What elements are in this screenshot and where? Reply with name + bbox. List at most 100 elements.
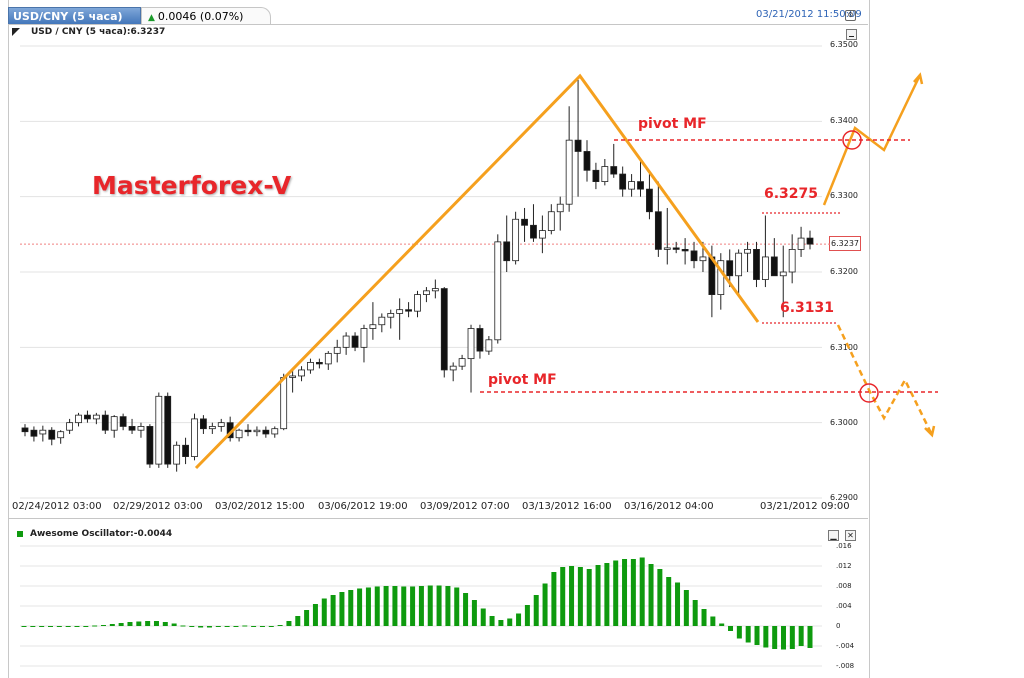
candle-body <box>369 324 377 329</box>
osc-bar <box>198 626 204 628</box>
candle-body <box>485 339 493 352</box>
candle-body <box>217 422 225 427</box>
osc-bar <box>595 565 601 626</box>
candle-body <box>538 230 546 239</box>
candle-body <box>753 248 760 280</box>
candle-body <box>512 218 520 262</box>
candle-body <box>21 427 29 433</box>
osc-bar <box>392 586 398 626</box>
x-tick-label: 03/16/2012 04:00 <box>624 501 714 512</box>
candle-body <box>565 139 573 205</box>
osc-bar <box>189 626 195 627</box>
osc-bar <box>498 620 504 626</box>
candle-body <box>744 248 751 254</box>
level-low-label: 6.3131 <box>780 300 835 316</box>
candle-body <box>521 218 528 226</box>
osc-bar <box>374 586 380 626</box>
osc-bar <box>763 626 769 648</box>
osc-bar <box>542 583 548 626</box>
osc-bar <box>719 623 725 626</box>
osc-bar <box>100 625 106 626</box>
candle-body <box>440 288 448 371</box>
osc-bar <box>215 626 221 627</box>
y-tick-label: 6.3000 <box>830 418 858 427</box>
symbol-tab[interactable]: USD/CNY (5 часа) <box>8 7 141 25</box>
settings-icon[interactable]: ⚙ <box>845 10 856 21</box>
candle-body <box>431 288 439 292</box>
osc-bar <box>701 609 707 626</box>
osc-bar <box>171 623 177 626</box>
osc-bar <box>357 588 363 626</box>
candle-body <box>779 271 787 277</box>
candle-body <box>173 444 181 465</box>
quote-tab[interactable]: ▲ 0.0046 (0.07%) <box>141 7 271 25</box>
candle-body <box>271 428 279 435</box>
x-tick-label: 03/13/2012 16:00 <box>522 501 612 512</box>
candle-body <box>244 429 252 433</box>
candle-body <box>405 309 412 312</box>
price-change: 0.0046 (0.07%) <box>157 10 244 23</box>
candle-body <box>681 248 689 252</box>
osc-bar <box>613 560 619 626</box>
osc-bar <box>365 587 371 626</box>
osc-bar <box>454 587 460 626</box>
candle-body <box>646 188 653 213</box>
candle-body <box>378 316 386 326</box>
oscillator-legend-swatch <box>17 531 23 537</box>
candle-body <box>503 241 511 262</box>
x-tick-label: 02/24/2012 03:00 <box>12 501 102 512</box>
candle-body <box>289 375 297 378</box>
candle-body <box>770 256 778 277</box>
osc-bar <box>754 626 760 645</box>
osc-bar <box>83 626 89 627</box>
osc-bar <box>489 616 495 626</box>
brand-label: Masterforex-V <box>92 171 292 200</box>
osc-bar <box>162 622 168 626</box>
breakout-circle-lower <box>859 383 879 403</box>
osc-bar <box>427 585 433 626</box>
osc-bar <box>745 626 751 643</box>
close-oscillator-button[interactable]: ✕ <box>845 530 856 541</box>
candle-body <box>92 414 100 420</box>
bearish-arrow-head <box>924 425 936 438</box>
osc-bar <box>206 626 212 628</box>
candle-body <box>110 416 118 431</box>
minimize-oscillator-button[interactable]: ▁ <box>828 530 839 541</box>
candle-body <box>610 166 618 175</box>
minimize-main-button[interactable] <box>846 29 857 40</box>
osc-bar <box>153 621 159 626</box>
chart-window <box>8 0 870 678</box>
osc-bar <box>630 559 636 626</box>
candle-body <box>137 426 145 431</box>
osc-bar <box>21 626 27 627</box>
candle-body <box>298 369 305 377</box>
y-tick-label: 6.3300 <box>830 191 858 200</box>
candle-body <box>530 224 537 239</box>
candle-body <box>164 395 172 465</box>
candle-body <box>315 361 323 365</box>
osc-bar <box>418 586 424 626</box>
candle-body <box>788 248 796 273</box>
osc-bar <box>259 626 265 627</box>
y-tick-label: 6.3100 <box>830 343 858 352</box>
osc-bar <box>145 621 151 626</box>
osc-bar <box>692 600 698 626</box>
osc-y-tick-label: 0 <box>836 622 841 630</box>
candle-body <box>128 426 136 431</box>
osc-bar <box>789 626 795 649</box>
osc-bar <box>807 626 813 648</box>
osc-bar <box>772 626 778 649</box>
bullish-projection-line <box>822 74 922 206</box>
osc-bar <box>622 559 628 626</box>
osc-bar <box>410 586 416 626</box>
candle-body <box>235 429 243 439</box>
osc-bar <box>224 626 230 627</box>
osc-bar <box>136 621 142 626</box>
candle-body <box>806 237 814 245</box>
osc-bar <box>683 590 689 626</box>
osc-y-tick-label: .004 <box>836 602 852 610</box>
osc-bar <box>666 577 672 626</box>
osc-bar <box>577 567 583 626</box>
candle-body <box>280 377 288 430</box>
